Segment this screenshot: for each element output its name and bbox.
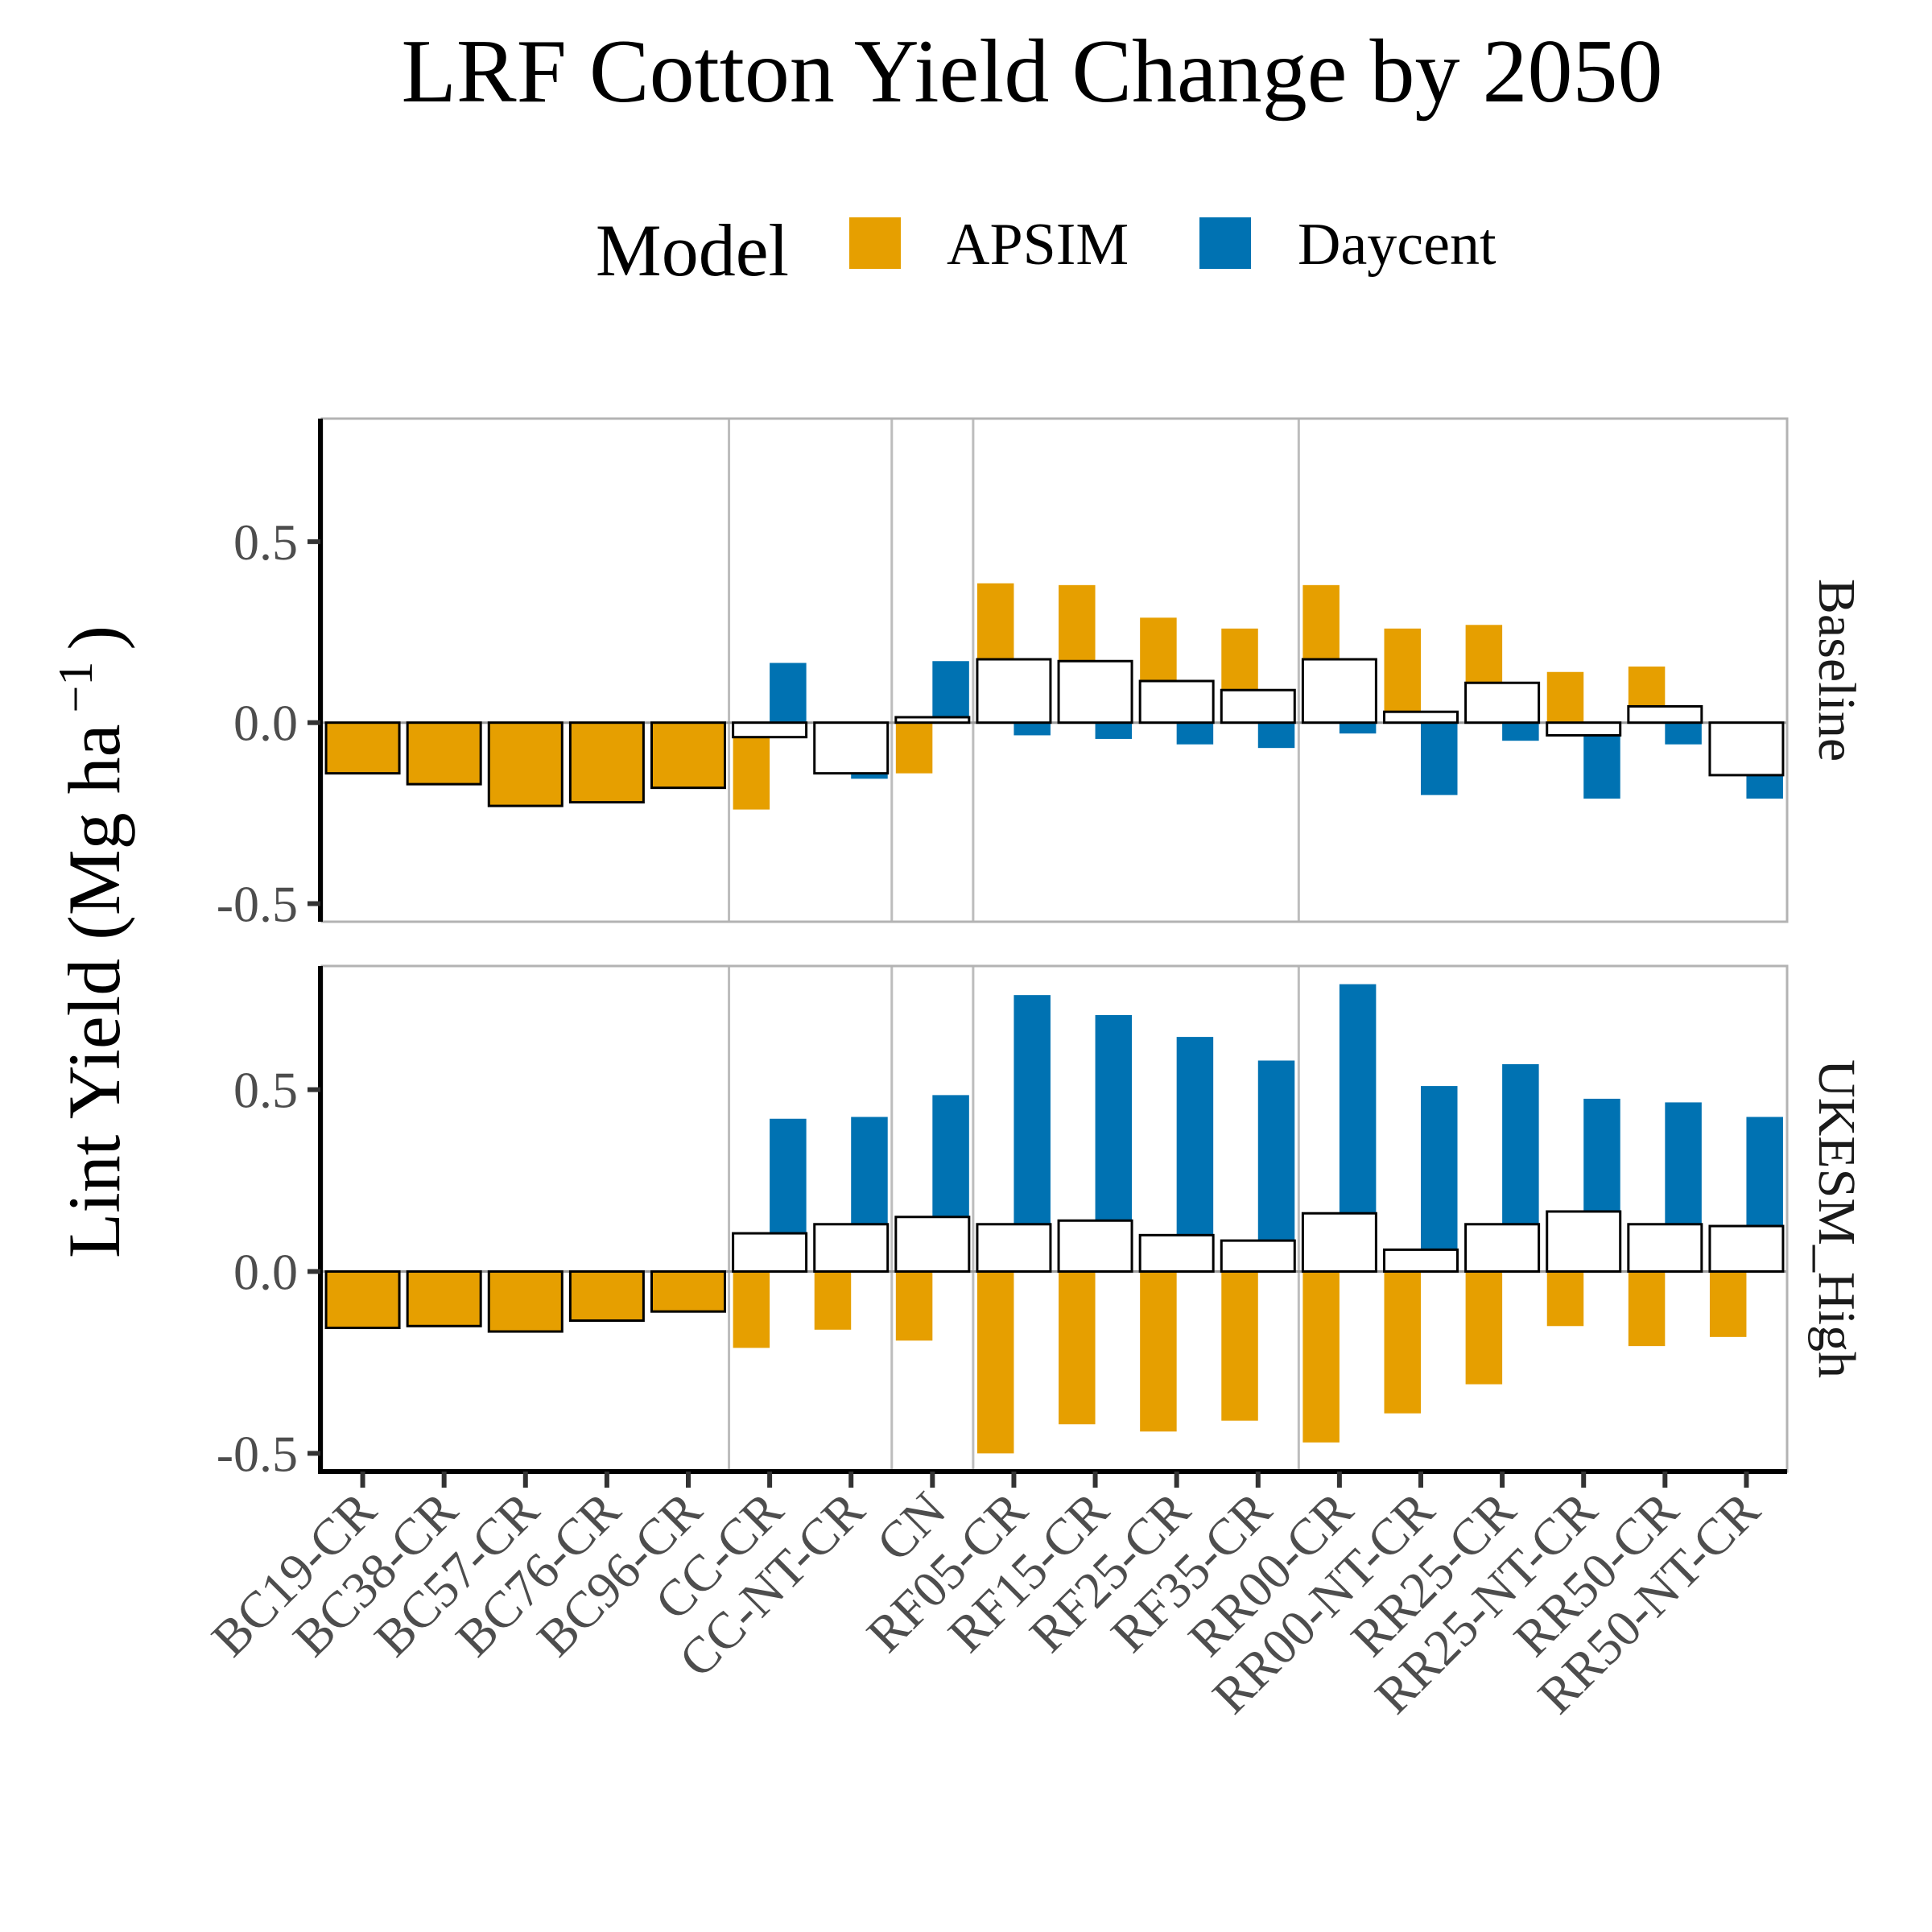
bar-apsim-cc-nt-cr <box>814 1271 852 1330</box>
bar-apsim-rr25-nt-cr <box>1546 671 1584 723</box>
bar-mean-bc38-cr <box>406 1270 482 1327</box>
bar-apsim-rr00-nt-cr <box>1384 628 1421 723</box>
bar-mean-bc96-cr <box>650 721 726 790</box>
bar-daycent-rr00-nt-cr <box>1421 722 1458 795</box>
bar-daycent-rr50-cr <box>1665 722 1702 745</box>
bar-apsim-bc38-cr <box>407 1271 481 1327</box>
panel-strip-label: UKESM_High <box>1807 1059 1866 1378</box>
bar-apsim-bc57-cr <box>489 722 563 807</box>
bar-daycent-rf35-cr <box>1257 1060 1295 1272</box>
bar-mean-cc-nt-cr <box>813 721 890 775</box>
bar-mean-rr50-cr <box>1627 704 1703 724</box>
bar-mean-rr25-nt-cr <box>1546 1210 1622 1274</box>
bar-mean-rf35-cr <box>1220 688 1296 724</box>
bar-apsim-rf05-cr <box>976 1271 1014 1454</box>
y-tick-label: 0.0 <box>233 695 298 752</box>
bar-daycent-rf05-cr <box>1013 722 1051 736</box>
legend: Model APSIM Daycent <box>596 209 1496 291</box>
bar-mean-cn <box>894 1216 971 1274</box>
bar-apsim-rf15-cr <box>1059 1271 1096 1425</box>
y-tick-label: 0.5 <box>233 1062 298 1119</box>
bar-apsim-bc19-cr <box>326 1271 400 1328</box>
legend-title: Model <box>596 209 789 291</box>
bar-mean-rr25-cr <box>1464 1223 1541 1274</box>
panel-baseline: -0.5 0.0 0.5 Baseline <box>217 417 1866 933</box>
bar-mean-rf35-cr <box>1220 1239 1296 1274</box>
bar-mean-rr50-nt-cr <box>1708 721 1785 777</box>
bar-apsim-cn <box>895 722 933 774</box>
bar-daycent-cn <box>932 661 969 723</box>
y-axis-label: Lint Yield (Mg ha−1) <box>49 625 135 1258</box>
bar-mean-bc19-cr <box>324 1270 401 1330</box>
bar-apsim-bc38-cr <box>407 722 481 785</box>
panel-strip-label: Baseline <box>1807 579 1866 762</box>
bar-apsim-cc-cr <box>733 1271 770 1348</box>
bar-mean-rr50-nt-cr <box>1708 1224 1785 1274</box>
bar-daycent-rf15-cr <box>1095 722 1133 739</box>
y-tick-label: 0.0 <box>233 1244 298 1301</box>
bar-mean-bc96-cr <box>650 1270 726 1313</box>
bar-apsim-bc57-cr <box>489 1271 563 1332</box>
bar-daycent-rf25-cr <box>1176 1037 1214 1272</box>
bar-mean-rr00-nt-cr <box>1383 710 1459 724</box>
bar-mean-rr00-cr <box>1301 658 1377 724</box>
bar-apsim-bc76-cr <box>570 1271 644 1321</box>
legend-label-daycent: Daycent <box>1298 212 1496 278</box>
legend-label-apsim: APSIM <box>947 212 1129 278</box>
chart-title: LRF Cotton Yield Change by 2050 <box>402 22 1663 122</box>
bar-apsim-rr25-cr <box>1465 1271 1503 1385</box>
bar-daycent-rf25-cr <box>1176 722 1214 745</box>
bar-apsim-bc19-cr <box>326 722 400 774</box>
bar-apsim-rr50-cr <box>1628 1271 1666 1347</box>
bar-mean-rr25-nt-cr <box>1546 721 1622 737</box>
bar-apsim-rf25-cr <box>1140 1271 1177 1432</box>
bar-apsim-cn <box>895 1271 933 1341</box>
panel-ukesm_high: -0.5 0.0 0.5 UKESM_High <box>217 964 1866 1482</box>
legend-swatch-apsim <box>849 217 901 269</box>
bar-daycent-cc-cr <box>770 663 807 723</box>
bar-mean-rr00-nt-cr <box>1383 1248 1459 1274</box>
bar-daycent-rr25-cr <box>1502 722 1539 741</box>
bar-daycent-rf35-cr <box>1257 722 1295 749</box>
y-tick-label: -0.5 <box>217 876 298 933</box>
bar-mean-rf15-cr <box>1057 1219 1133 1274</box>
bar-apsim-rr00-nt-cr <box>1384 1271 1421 1414</box>
bar-mean-rf15-cr <box>1057 659 1133 724</box>
bar-mean-cn <box>894 716 971 724</box>
bar-apsim-bc96-cr <box>651 1271 725 1312</box>
bar-mean-rf25-cr <box>1138 679 1215 724</box>
bar-mean-bc57-cr <box>487 721 564 807</box>
bar-mean-rf25-cr <box>1138 1233 1215 1274</box>
bar-daycent-rr00-cr <box>1339 722 1377 734</box>
y-tick-label: -0.5 <box>217 1425 298 1482</box>
bar-mean-bc38-cr <box>406 721 482 786</box>
panel-border <box>320 417 1789 923</box>
legend-swatch-daycent <box>1199 217 1251 269</box>
bar-apsim-rr50-nt-cr <box>1709 1271 1747 1337</box>
bar-mean-rr25-cr <box>1464 681 1541 724</box>
bar-apsim-bc76-cr <box>570 722 644 803</box>
bar-mean-bc76-cr <box>568 1270 645 1323</box>
bar-daycent-rr00-nt-cr <box>1421 1086 1458 1272</box>
bar-mean-rr50-cr <box>1627 1223 1703 1274</box>
bar-mean-rf05-cr <box>976 658 1052 724</box>
bar-mean-rr00-cr <box>1301 1212 1377 1274</box>
bar-apsim-rr25-nt-cr <box>1546 1271 1584 1327</box>
bar-mean-bc19-cr <box>324 721 401 775</box>
bar-mean-bc76-cr <box>568 721 645 804</box>
bar-mean-cc-cr <box>732 1232 808 1274</box>
bar-apsim-rr00-cr <box>1302 1271 1340 1443</box>
bar-apsim-rf35-cr <box>1221 1271 1258 1421</box>
bar-apsim-bc96-cr <box>651 722 725 788</box>
bar-mean-cc-nt-cr <box>813 1223 890 1274</box>
x-axis: BC19-CRBC38-CRBC57-CRBC76-CRBC96-CRCC-CR… <box>200 1469 1787 1724</box>
bar-mean-rf05-cr <box>976 1223 1052 1274</box>
bar-mean-bc57-cr <box>487 1270 564 1333</box>
y-tick-label: 0.5 <box>233 514 298 571</box>
bar-mean-cc-cr <box>732 721 808 739</box>
